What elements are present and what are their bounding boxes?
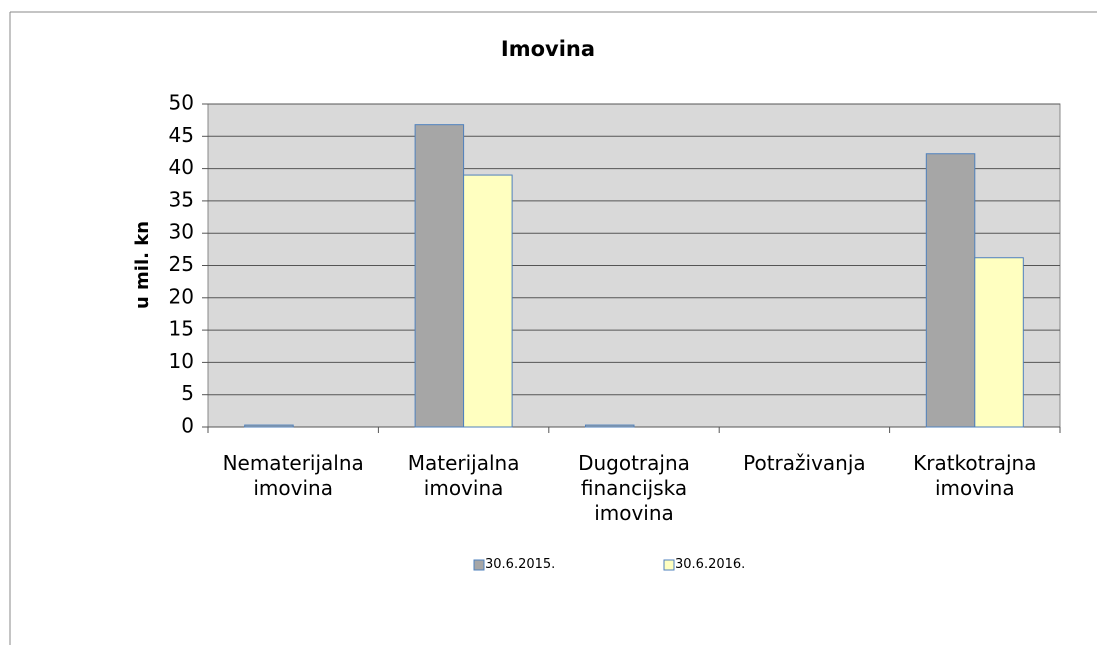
x-tick-label: Materijalna imovina bbox=[407, 451, 520, 500]
y-tick-label: 5 bbox=[181, 381, 194, 405]
y-tick-label: 40 bbox=[169, 155, 194, 179]
y-tick-label: 10 bbox=[169, 349, 194, 373]
y-tick-label: 15 bbox=[169, 317, 194, 341]
legend-swatch bbox=[473, 559, 485, 571]
legend-label: 30.6.2015. bbox=[485, 557, 556, 572]
legend-label: 30.6.2016. bbox=[675, 557, 746, 572]
x-tick-label: Potraživanja bbox=[743, 451, 866, 475]
y-tick-label: 20 bbox=[169, 284, 194, 308]
y-tick-label: 0 bbox=[181, 414, 194, 438]
y-tick-label: 50 bbox=[169, 91, 194, 115]
bar bbox=[414, 124, 465, 428]
y-tick-label: 45 bbox=[169, 123, 194, 147]
y-axis-label: u mil. kn bbox=[132, 221, 153, 309]
chart-title: Imovina bbox=[501, 37, 595, 61]
legend-swatch bbox=[663, 559, 675, 571]
bar bbox=[974, 257, 1024, 428]
x-tick-label: Kratkotrajna imovina bbox=[913, 451, 1037, 500]
x-tick-label: Dugotrajna financijska imovina bbox=[578, 451, 690, 525]
bar bbox=[925, 153, 976, 428]
y-tick-label: 30 bbox=[169, 220, 194, 244]
bar bbox=[463, 174, 513, 428]
bar bbox=[585, 424, 635, 428]
y-tick-label: 35 bbox=[169, 187, 194, 211]
bar bbox=[244, 424, 294, 428]
y-tick-label: 25 bbox=[169, 252, 194, 276]
x-tick-label: Nematerijalna imovina bbox=[222, 451, 364, 500]
